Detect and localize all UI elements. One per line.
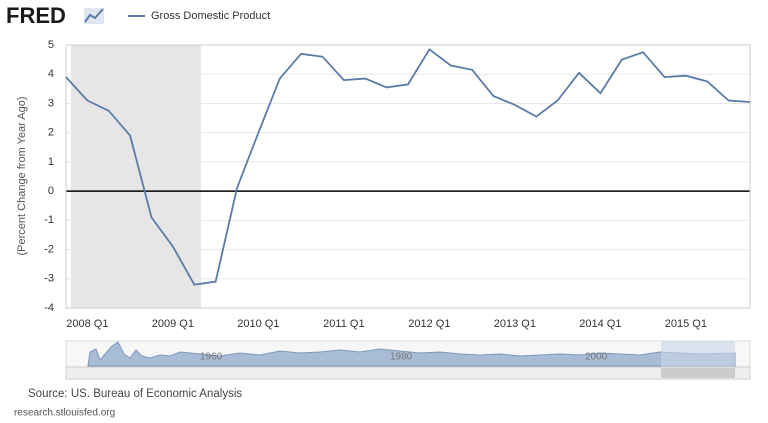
y-tick-label: -4 (44, 302, 54, 314)
y-axis-label: (Percent Change from Year Ago) (16, 97, 28, 256)
y-tick-label: 3 (48, 97, 54, 109)
scrollbar[interactable] (65, 366, 751, 380)
logo-icon-line (84, 8, 104, 23)
plot-frame (65, 44, 751, 309)
x-tick-label: 2008 Q1 (66, 318, 108, 330)
navigator-label: 2000 (585, 352, 608, 363)
y-tick-label: 4 (48, 68, 54, 80)
x-tick-label: 2010 Q1 (237, 318, 279, 330)
logo: FRED (6, 3, 66, 28)
navigator-label: 1960 (200, 352, 223, 363)
y-tick-label: -2 (44, 243, 54, 255)
y-tick-label: 2 (48, 127, 54, 139)
series-line (65, 48, 751, 286)
navigator[interactable]: 1960 1980 2000 (65, 340, 751, 380)
legend-label: Gross Domestic Product (151, 10, 270, 22)
navigator-series (87, 341, 736, 367)
recession-shading (71, 45, 201, 308)
x-tick-label: 2013 Q1 (494, 318, 536, 330)
y-tick-label: 1 (48, 156, 54, 168)
navigator-selection[interactable] (661, 341, 735, 367)
url: research.stlouisfed.org (14, 408, 115, 419)
y-tick-label: 5 (48, 39, 54, 51)
source: Source: US. Bureau of Economic Analysis (28, 388, 242, 400)
x-tick-label: 2009 Q1 (152, 318, 194, 330)
x-tick-label: 2014 Q1 (579, 318, 621, 330)
y-tick-label: -3 (44, 273, 54, 285)
navigator-label: 1980 (390, 352, 413, 363)
y-tick-label: 0 (48, 185, 54, 197)
x-tick-label: 2015 Q1 (665, 318, 707, 330)
y-tick-label: -1 (44, 214, 54, 226)
x-tick-label: 2011 Q1 (323, 318, 364, 330)
x-tick-label: 2012 Q1 (408, 318, 450, 330)
scrollbar-thumb[interactable] (661, 368, 735, 378)
